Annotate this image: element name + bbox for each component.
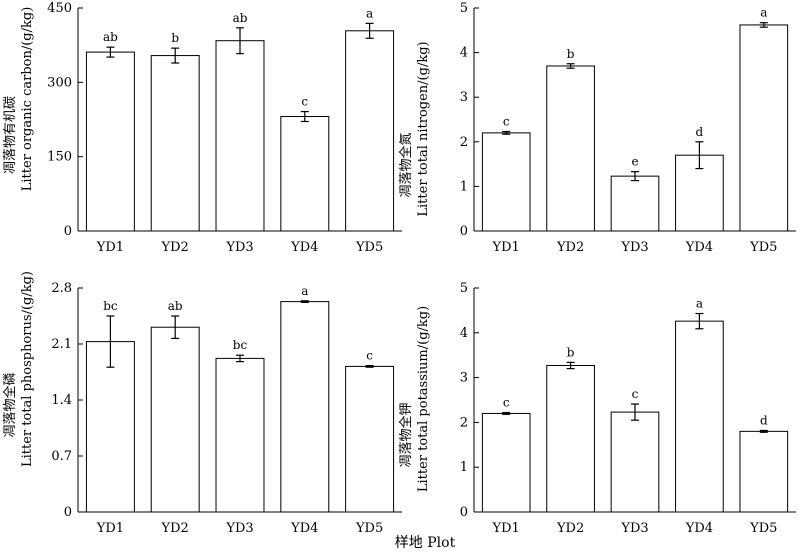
- y-tick-label: 2: [460, 415, 468, 430]
- bar: [675, 320, 724, 513]
- category-label: YD1: [96, 240, 124, 255]
- y-axis-label-chinese: 凋落物有机碳: [3, 96, 18, 174]
- y-tick-label: 5: [460, 281, 468, 296]
- y-tick-label: 3: [460, 371, 468, 386]
- y-tick-label: 0.7: [51, 449, 72, 464]
- bar: [546, 65, 595, 232]
- significance-label: a: [366, 6, 373, 20]
- chart-organic-carbon: 0 150 300 450 ab YD1 b YD2 ab YD3 c YD4 a YD5 凋落物有机碳 Li…: [3, 1, 402, 255]
- y-tick-label: 300: [47, 75, 72, 90]
- bar: [85, 51, 135, 232]
- y-tick-label: 1: [460, 460, 468, 475]
- significance-label: bc: [233, 338, 248, 352]
- significance-label: b: [567, 47, 575, 61]
- chart-total-phosphorus: 0 0.7 1.4 2.1 2.8 bc YD1 ab YD2 bc YD3 a YD4 c YD5 凋落物全…: [2, 271, 402, 536]
- category-label: YD2: [161, 521, 189, 536]
- y-axis-label-english: Litter organic carbon/(g/kg): [20, 7, 35, 192]
- y-tick-label: 0: [460, 224, 468, 239]
- category-label: YD5: [355, 240, 383, 255]
- category-label: YD4: [290, 240, 318, 255]
- x-axis-caption: 样地 Plot: [395, 535, 456, 551]
- bar: [150, 326, 200, 513]
- significance-label: a: [696, 297, 703, 311]
- bar: [610, 411, 660, 513]
- category-label: YD1: [492, 521, 520, 536]
- y-axis-label-chinese: 凋落物全钾: [398, 402, 414, 467]
- significance-label: d: [760, 413, 768, 427]
- bar: [215, 357, 265, 513]
- bar: [739, 24, 789, 232]
- chart-total-nitrogen: 0 1 2 3 4 5 c YD1 b YD2 e YD3 d YD4 a YD5 凋落物全氮 Litter to…: [398, 1, 796, 255]
- y-axis-label-english: Litter total phosphorus/(g/kg): [20, 271, 35, 467]
- bar: [150, 55, 200, 232]
- bar: [280, 301, 330, 513]
- y-axis-label-chinese: 凋落物全氮: [398, 132, 414, 197]
- y-axis-label-chinese: 凋落物全磷: [2, 372, 18, 437]
- y-tick-label: 4: [460, 46, 468, 61]
- category-label: YD2: [556, 521, 584, 536]
- bar: [481, 132, 531, 232]
- y-axis-label-english: Litter total nitrogen/(g/kg): [416, 41, 431, 216]
- significance-label: e: [631, 155, 638, 169]
- bar: [546, 365, 595, 513]
- bar: [345, 365, 395, 513]
- category-label: YD4: [290, 521, 318, 536]
- significance-label: bc: [103, 299, 118, 313]
- significance-label: c: [503, 115, 510, 129]
- category-label: YD5: [355, 521, 383, 536]
- significance-label: c: [366, 349, 373, 363]
- category-label: YD2: [161, 240, 189, 255]
- y-tick-label: 0: [64, 505, 72, 520]
- significance-label: ab: [168, 299, 183, 313]
- significance-label: c: [301, 95, 308, 109]
- category-label: YD4: [685, 240, 713, 255]
- bar: [345, 30, 395, 232]
- significance-label: d: [696, 125, 704, 139]
- y-tick-label: 3: [460, 90, 468, 105]
- category-label: YD3: [620, 240, 648, 255]
- significance-label: c: [632, 387, 639, 401]
- category-label: YD5: [749, 521, 777, 536]
- significance-label: a: [301, 284, 308, 298]
- category-label: YD3: [620, 521, 648, 536]
- bar: [481, 412, 531, 513]
- bar: [85, 341, 135, 513]
- y-tick-label: 4: [460, 326, 468, 341]
- y-tick-label: 2.1: [51, 337, 72, 352]
- category-label: YD3: [225, 521, 253, 536]
- significance-label: c: [503, 396, 510, 410]
- category-label: YD1: [492, 240, 520, 255]
- y-tick-label: 1.4: [51, 393, 72, 408]
- y-tick-label: 1: [460, 179, 468, 194]
- significance-label: ab: [103, 30, 118, 44]
- category-label: YD4: [685, 521, 713, 536]
- bar: [610, 175, 660, 232]
- y-tick-label: 150: [47, 150, 72, 165]
- category-label: YD2: [556, 240, 584, 255]
- bar: [739, 430, 789, 513]
- y-tick-label: 450: [47, 1, 72, 16]
- category-label: YD5: [749, 240, 777, 255]
- significance-label: b: [171, 31, 179, 45]
- chart-total-potassium: 0 1 2 3 4 5 c YD1 b YD2 c YD3 a YD4 d YD5 凋落物全钾 Litter to…: [398, 281, 796, 536]
- bar: [280, 116, 330, 232]
- y-tick-label: 2.8: [51, 281, 72, 296]
- category-label: YD1: [96, 521, 124, 536]
- significance-label: ab: [233, 11, 248, 25]
- significance-label: b: [567, 345, 575, 359]
- y-tick-label: 0: [64, 224, 72, 239]
- significance-label: a: [760, 6, 767, 20]
- y-axis-label-english: Litter total potassium/(g/kg): [416, 306, 431, 492]
- category-label: YD3: [225, 240, 253, 255]
- y-tick-label: 0: [460, 505, 468, 520]
- bar: [215, 40, 265, 232]
- y-tick-label: 2: [460, 135, 468, 150]
- y-tick-label: 5: [460, 1, 468, 16]
